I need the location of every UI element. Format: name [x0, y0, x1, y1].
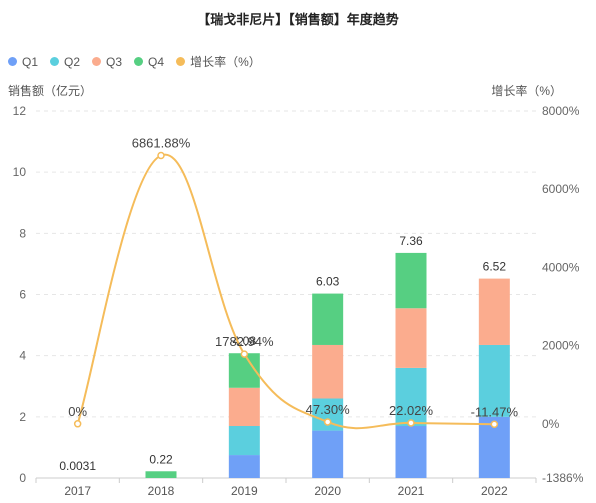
- growth-rate-label: 1782.94%: [215, 334, 274, 349]
- y2-tick-label: 2000%: [542, 339, 580, 353]
- bar-total-label: 0.22: [149, 452, 173, 466]
- legend-marker-q2: [50, 57, 60, 66]
- y-tick-label: 4: [19, 349, 26, 363]
- bar-q4-2021: [395, 252, 427, 309]
- bar-q4-2020: [312, 293, 344, 345]
- y2-tick-label: 4000%: [542, 260, 580, 274]
- y-tick-label: 12: [13, 104, 27, 118]
- legend-marker-q4: [134, 57, 144, 66]
- growth-rate-label: -11.47%: [471, 404, 519, 419]
- legend-marker-q1: [8, 57, 17, 66]
- growth-rate-point: [407, 419, 415, 427]
- legend-marker-growth: [176, 57, 186, 66]
- x-tick-label: 2022: [481, 484, 508, 498]
- growth-rate-label: 6861.88%: [132, 136, 191, 151]
- legend-item-q2[interactable]: Q2: [50, 53, 80, 70]
- growth-rate-point: [490, 420, 499, 429]
- growth-rate-line: [76, 153, 495, 430]
- legend-label-q1: Q1: [22, 54, 39, 69]
- bar-total-label: 6.03: [316, 275, 340, 289]
- legend-item-q3[interactable]: Q3: [92, 53, 122, 70]
- bar-q3-2021: [395, 308, 427, 368]
- bar-q2-2021: [395, 367, 427, 427]
- legend-item-growth[interactable]: 增长率（%）: [176, 53, 261, 70]
- bar-q1-2021: [395, 426, 427, 478]
- growth-rate-point: [157, 151, 165, 160]
- bar-q3-2022: [478, 278, 510, 345]
- y2-tick-label: 0%: [542, 417, 560, 431]
- bar-q1-2020: [312, 430, 344, 478]
- chart-legend: Q1 Q2 Q3 Q4 增长率（%）: [8, 53, 273, 70]
- chart-title: 【瑞戈非尼片】【销售额】年度趋势: [197, 12, 399, 27]
- y-tick-label: 6: [19, 288, 26, 302]
- x-tick-label: 2020: [314, 484, 341, 498]
- legend-label-q2: Q2: [64, 54, 81, 69]
- y-tick-label: 2: [19, 410, 26, 424]
- growth-rate-point: [240, 350, 249, 358]
- y-tick-label: 0: [19, 471, 26, 485]
- legend-item-q1[interactable]: Q1: [8, 53, 38, 70]
- y2-tick-label: 8000%: [542, 104, 580, 118]
- legend-label-q4: Q4: [148, 54, 165, 69]
- growth-rate-point: [73, 420, 82, 428]
- y2-tick-label: -1386%: [542, 471, 584, 485]
- y2-tick-label: 6000%: [542, 182, 580, 196]
- y-tick-label: 8: [19, 226, 26, 240]
- legend-label-q3: Q3: [106, 54, 123, 69]
- bar-total-label: 0.0031: [59, 459, 96, 473]
- legend-label-growth: 增长率（%）: [190, 55, 261, 69]
- growth-rate-label: 47.30%: [306, 402, 351, 417]
- left-axis-name: 销售额（亿元）: [8, 84, 93, 98]
- legend-marker-q3: [92, 57, 102, 66]
- bar-q1-2019: [228, 455, 260, 478]
- bar-q3-2020: [312, 344, 344, 399]
- bar-q3-2019: [228, 387, 260, 427]
- x-tick-label: 2018: [148, 484, 175, 498]
- bar-q4-2018: [145, 471, 177, 478]
- growth-rate-point: [323, 418, 332, 426]
- x-tick-label: 2021: [398, 484, 425, 498]
- bar-q2-2019: [228, 426, 260, 456]
- growth-rate-label: 22.02%: [389, 403, 434, 418]
- bar-q2-2022: [478, 344, 510, 417]
- right-axis-name: 增长率（%）: [491, 84, 562, 98]
- bar-total-label: 7.36: [399, 234, 423, 248]
- legend-item-q4[interactable]: Q4: [134, 53, 164, 70]
- x-tick-label: 2019: [231, 484, 258, 498]
- bar-total-label: 6.52: [483, 260, 507, 274]
- x-tick-label: 2017: [64, 484, 91, 498]
- growth-rate-label: 0%: [68, 404, 87, 419]
- y-tick-label: 10: [13, 165, 27, 179]
